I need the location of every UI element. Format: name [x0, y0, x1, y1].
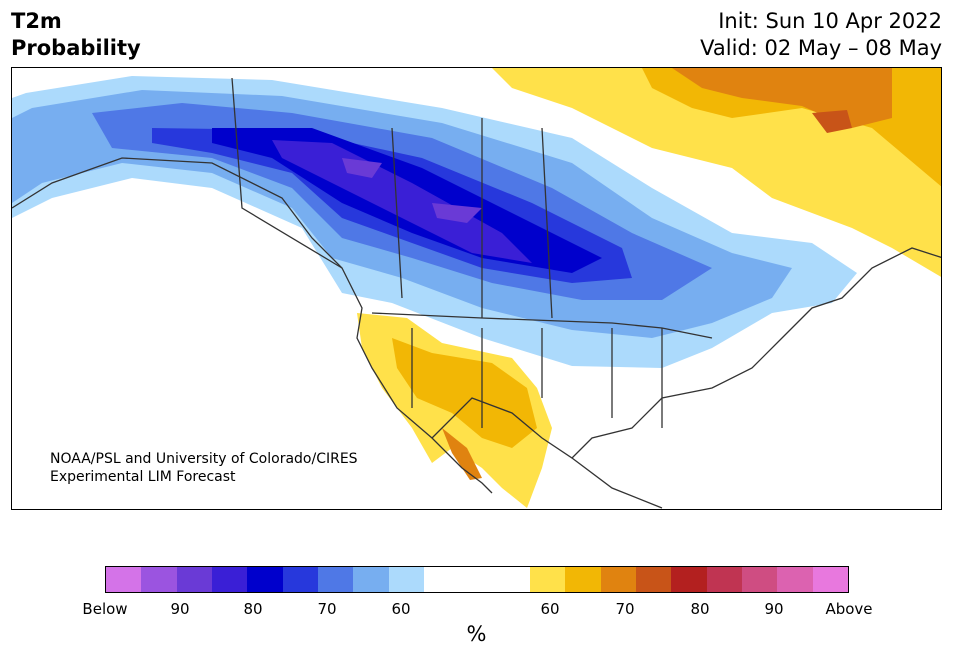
colorbar-segment [635, 567, 672, 592]
colorbar-ticks: Below 90 80 70 60 60 70 80 90 Above [0, 600, 953, 620]
colorbar-segment [706, 567, 742, 592]
forecast-map: NOAA/PSL and University of Colorado/CIRE… [11, 67, 942, 510]
colorbar-tick-label: 90 [170, 600, 190, 618]
colorbar-unit-label: % [466, 622, 487, 646]
credit-line-2: Experimental LIM Forecast [50, 469, 236, 485]
us-canada-border [371, 312, 713, 339]
colorbar-tick-label: 80 [690, 600, 710, 618]
colorbar-segment [529, 567, 566, 592]
colorbar-tick-label: 80 [243, 600, 263, 618]
colorbar-segment [388, 567, 424, 592]
valid-date: Valid: 02 May – 08 May [700, 36, 942, 60]
colorbar [105, 566, 849, 593]
forecast-dates: Init: Sun 10 Apr 2022 Valid: 02 May – 08… [700, 8, 942, 62]
warm-band-sw-3 [442, 428, 482, 480]
colorbar-segment [282, 567, 318, 592]
credit-text: NOAA/PSL and University of Colorado/CIRE… [50, 450, 358, 486]
plot-title: T2m Probability [11, 8, 141, 62]
colorbar-segment [565, 567, 601, 592]
probability-shading [12, 68, 941, 508]
colorbar-segment [211, 567, 248, 592]
colorbar-tick-label: 60 [540, 600, 560, 618]
title-line-variable: T2m [11, 9, 62, 33]
colorbar-tick-label: 70 [615, 600, 635, 618]
warm-band-ne-4 [812, 110, 852, 133]
state-borders [411, 328, 663, 428]
colorbar-tick-label: 60 [391, 600, 411, 618]
cold-band-6 [272, 140, 532, 263]
province-borders [231, 77, 553, 319]
colorbar-segment [353, 567, 389, 592]
colorbar-segment [317, 567, 354, 592]
coastlines-and-borders [12, 77, 941, 509]
colorbar-segment [812, 567, 848, 592]
colorbar-tick-label: 70 [317, 600, 337, 618]
colorbar-segment [247, 567, 283, 592]
coastline [12, 157, 941, 509]
init-date: Init: Sun 10 Apr 2022 [718, 9, 942, 33]
colorbar-segment [176, 567, 212, 592]
credit-line-1: NOAA/PSL and University of Colorado/CIRE… [50, 451, 358, 467]
colorbar-segment [106, 567, 142, 592]
warm-band-sw-2 [392, 338, 537, 448]
colorbar-tick-label: Above [825, 600, 873, 618]
cold-band-7 [342, 158, 482, 223]
probability-map [12, 68, 941, 509]
colorbar-tick-label: Below [82, 600, 128, 618]
colorbar-segment [423, 567, 530, 592]
colorbar-segment [600, 567, 636, 592]
colorbar-segment [141, 567, 177, 592]
title-line-metric: Probability [11, 36, 141, 60]
colorbar-segment [777, 567, 813, 592]
colorbar-segment [741, 567, 778, 592]
colorbar-segment [671, 567, 707, 592]
colorbar-tick-label: 90 [764, 600, 784, 618]
